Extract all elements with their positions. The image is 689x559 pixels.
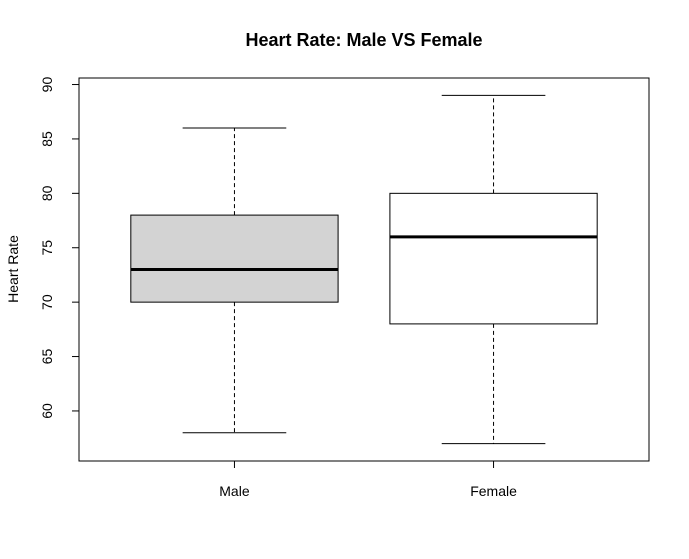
y-axis: 60 65 70 75 80 85 90 <box>39 77 80 419</box>
box-male <box>130 127 339 434</box>
y-tick-label: 60 <box>39 403 55 419</box>
iqr-box <box>130 214 339 303</box>
x-tick-label: Male <box>219 483 250 499</box>
x-tick-label: Female <box>470 483 517 499</box>
y-tick-label: 70 <box>39 294 55 310</box>
y-tick-label: 90 <box>39 77 55 93</box>
boxes-group <box>130 94 598 445</box>
y-tick-label: 65 <box>39 349 55 365</box>
x-axis: Male Female <box>219 460 517 499</box>
y-tick-label: 75 <box>39 240 55 256</box>
iqr-box <box>389 192 598 325</box>
box-female <box>389 94 598 445</box>
y-tick-label: 80 <box>39 185 55 201</box>
y-axis-label: Heart Rate <box>5 235 21 303</box>
y-tick-label: 85 <box>39 131 55 147</box>
chart-title: Heart Rate: Male VS Female <box>245 30 482 50</box>
